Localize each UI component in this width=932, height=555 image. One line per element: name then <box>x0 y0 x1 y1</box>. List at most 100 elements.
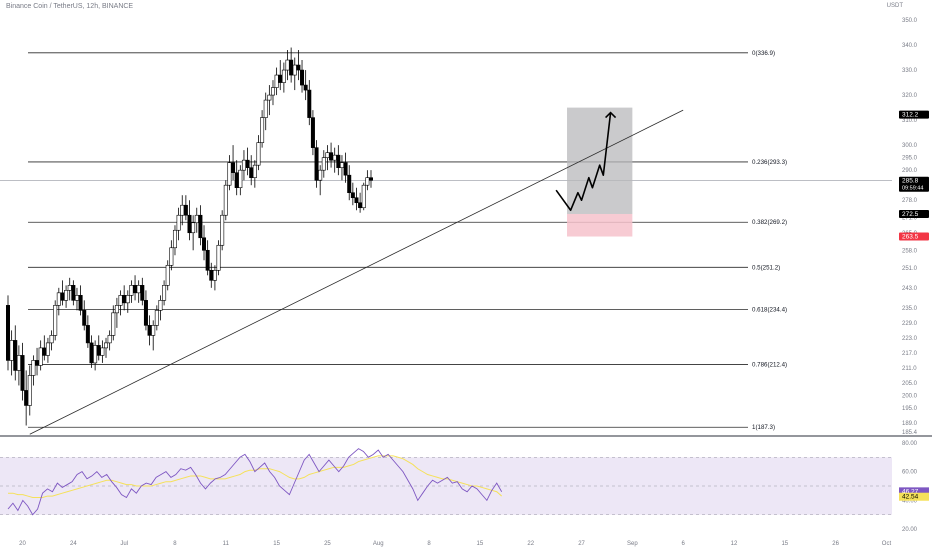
candle-body <box>172 229 177 249</box>
candle-body <box>285 59 290 71</box>
candle-body <box>31 360 36 376</box>
candle <box>74 287 79 311</box>
fib-level-label: 0.382(269.2) <box>752 219 787 226</box>
candle-body <box>289 59 294 76</box>
candle-body <box>325 152 330 158</box>
rsi-indicator <box>7 448 503 516</box>
candle-body <box>6 305 11 361</box>
candle-body <box>60 292 65 301</box>
candle <box>111 305 116 341</box>
candle <box>93 340 98 371</box>
candle <box>194 207 199 233</box>
time-tick-label: 8 <box>427 541 431 547</box>
trendline[interactable] <box>29 109 684 435</box>
candle-body <box>347 174 352 194</box>
candle-body <box>27 375 32 406</box>
candle <box>310 110 315 156</box>
candle <box>151 320 156 351</box>
candle-body <box>368 177 373 181</box>
candle-body <box>260 117 265 143</box>
candle-body <box>136 285 141 294</box>
candle <box>85 315 90 348</box>
candle <box>147 315 152 346</box>
price-tick-label: 243.0 <box>902 286 918 292</box>
fib-level-label: 0.786(212.4) <box>752 361 787 368</box>
price-tick-label: 278.0 <box>902 198 918 204</box>
candle-body <box>24 390 29 406</box>
fibonacci-retracement[interactable]: 0(336.9) 0.236(293.3) 0.382(269.2) 0.5(251.… <box>28 50 787 431</box>
candle-body <box>45 342 50 356</box>
candle-body <box>198 214 203 239</box>
candle <box>343 152 348 183</box>
projection-drawing[interactable] <box>555 111 617 212</box>
candle-body <box>129 285 134 296</box>
time-tick-label: Sep <box>627 541 638 547</box>
price-tick-label: 189.0 <box>902 421 918 427</box>
candle <box>67 277 72 301</box>
candle-body <box>78 295 83 311</box>
long-position-tool[interactable] <box>567 107 633 237</box>
candle <box>9 330 14 376</box>
candle-body <box>281 69 286 83</box>
candle <box>107 330 112 351</box>
candle-body <box>241 159 246 171</box>
candle-body <box>118 295 123 306</box>
candle-body <box>176 214 181 231</box>
axes[interactable]: 350.0 340.0 330.0 320.0 310.0 300.0 295.0 290.0… <box>19 18 929 547</box>
candle <box>361 182 366 211</box>
candle <box>212 265 217 291</box>
candle <box>96 335 101 361</box>
candle <box>125 290 130 313</box>
candle <box>220 210 225 251</box>
candle-body <box>74 295 79 301</box>
price-label-text: 285.8 <box>902 178 919 185</box>
ascending-trendline <box>29 109 684 435</box>
fib-level-label: 0.618(234.4) <box>752 306 787 313</box>
price-label-text: 312.2 <box>902 112 919 119</box>
candle <box>183 195 188 221</box>
candle <box>13 325 18 381</box>
candle-body <box>104 342 109 349</box>
candle <box>136 280 141 303</box>
candle <box>300 60 305 93</box>
candle <box>45 337 50 363</box>
candle-body <box>274 74 279 88</box>
candle <box>325 145 330 171</box>
candle-body <box>42 347 47 356</box>
candle <box>180 195 185 226</box>
candle-body <box>158 300 163 311</box>
candle <box>263 92 268 131</box>
candle-body <box>238 169 243 189</box>
candle <box>176 207 181 241</box>
candle-body <box>151 325 156 336</box>
candle <box>281 62 286 93</box>
candle-body <box>354 197 359 204</box>
price-tick-label: 195.0 <box>902 406 918 412</box>
candle-body <box>67 285 72 291</box>
time-tick-label: Jul <box>120 541 128 547</box>
candle <box>256 135 261 171</box>
candle <box>241 150 246 181</box>
candle <box>260 110 265 148</box>
candle-body <box>227 162 232 186</box>
candle <box>274 67 279 96</box>
candle-body <box>16 355 21 371</box>
candle-body <box>96 345 101 356</box>
candle-body <box>310 117 315 148</box>
candle-body <box>143 300 148 326</box>
candle-body <box>267 94 272 101</box>
grid <box>0 180 932 516</box>
price-tick-label: 235.0 <box>902 306 918 312</box>
candle-body <box>154 310 159 326</box>
candle <box>187 200 192 241</box>
candle-body <box>249 167 254 178</box>
candle-body <box>20 355 25 391</box>
target-zone <box>567 107 633 214</box>
candle-body <box>263 99 268 118</box>
candle-body <box>332 154 337 161</box>
price-tick-label: 205.0 <box>902 381 918 387</box>
candle <box>162 280 167 306</box>
candle-body <box>133 285 138 294</box>
